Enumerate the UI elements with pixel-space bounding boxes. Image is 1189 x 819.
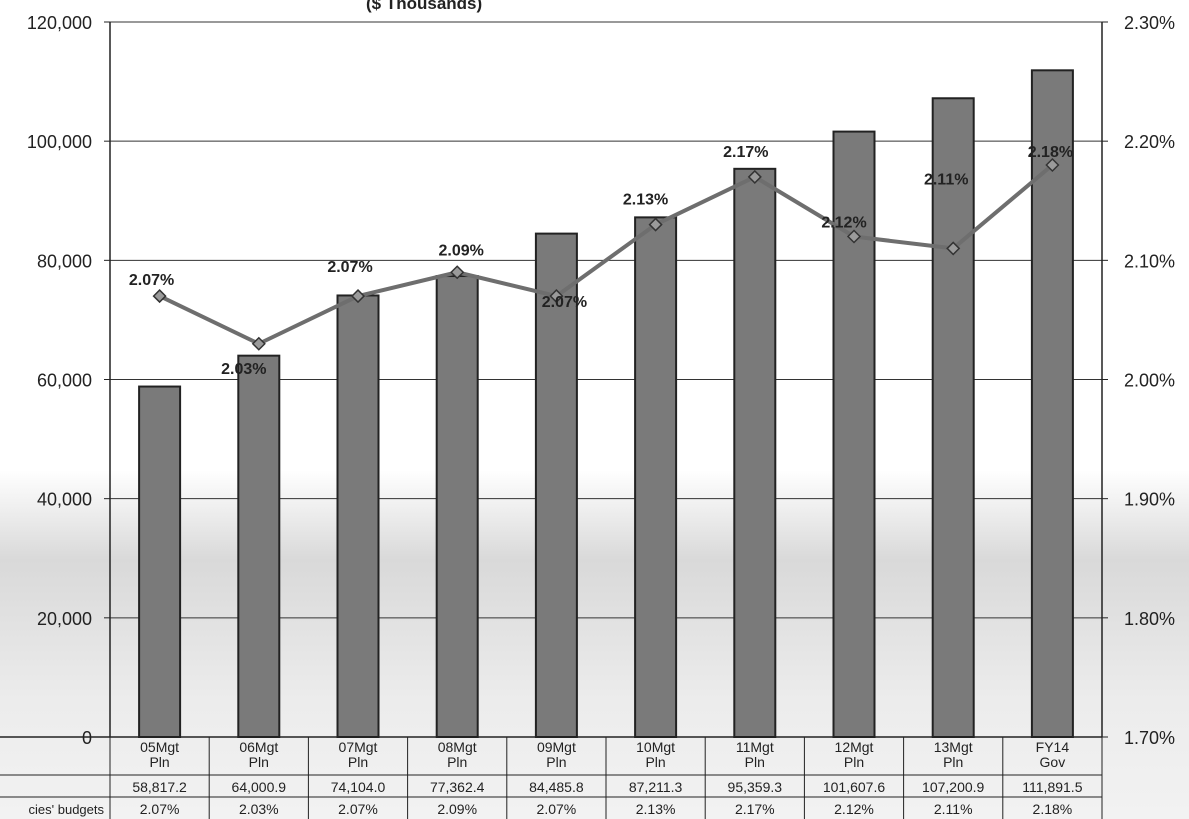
line-point: [946, 241, 961, 256]
x-tick-label: Pln: [447, 754, 467, 770]
table-cell-percent: 2.07%: [140, 801, 180, 817]
line-data-label: 2.03%: [221, 361, 266, 378]
line-point: [846, 229, 862, 244]
line-point: [747, 169, 762, 184]
y-left-tick-label: 120,000: [27, 13, 92, 33]
x-tick-label: Pln: [149, 754, 169, 770]
y-left-tick-label: 40,000: [37, 490, 92, 510]
x-tick-label: Pln: [249, 754, 269, 770]
bar: [138, 385, 182, 738]
table-cell-percent: 2.18%: [1033, 801, 1073, 817]
x-tick-label: Pln: [546, 754, 566, 770]
bar: [634, 216, 678, 738]
table-cell-value: 58,817.2: [132, 779, 187, 795]
series-line: [158, 163, 1054, 346]
line-data-label: 2.12%: [821, 215, 866, 232]
chart-subtitle: ($ Thousands): [366, 0, 483, 13]
y-right-tick-label: 1.70%: [1124, 728, 1175, 748]
table-cell-percent: 2.17%: [735, 801, 775, 817]
line-point: [1045, 157, 1060, 173]
table-cell-value: 87,211.3: [629, 779, 683, 795]
x-tick-label: 09Mgt: [537, 739, 576, 755]
line-data-label: 2.11%: [924, 171, 968, 188]
table-row-header: cies' budgets: [29, 802, 105, 817]
line-data-label: 2.07%: [542, 294, 587, 311]
y-right-tick-label: 2.00%: [1124, 371, 1175, 391]
y-right-tick-label: 2.10%: [1124, 251, 1175, 271]
table-cell-value: 64,000.9: [232, 779, 287, 795]
y-right-tick-label: 1.90%: [1124, 490, 1175, 510]
table-cell-percent: 2.03%: [239, 801, 279, 817]
x-tick-label: 08Mgt: [438, 739, 477, 755]
y-left-tick-label: 60,000: [37, 371, 92, 391]
table-cell-value: 111,891.5: [1022, 779, 1082, 795]
table-cell-percent: 2.07%: [338, 801, 378, 817]
y-left-tick-label: 80,000: [37, 251, 92, 271]
x-tick-label: Gov: [1040, 754, 1066, 770]
table-cell-percent: 2.07%: [537, 801, 577, 817]
x-tick-label: 10Mgt: [636, 739, 675, 755]
line-point: [648, 217, 663, 232]
table-cell-value: 107,200.9: [922, 779, 984, 795]
line-data-label: 2.17%: [723, 144, 768, 161]
table-cell-percent: 2.12%: [834, 801, 874, 817]
y-right-tick-label: 1.80%: [1124, 609, 1175, 629]
table-cell-value: 77,362.4: [430, 779, 485, 795]
y-left-tick-label: 100,000: [27, 132, 92, 152]
x-tick-label: Pln: [645, 754, 665, 770]
x-tick-label: Pln: [745, 754, 765, 770]
x-tick-label: 12Mgt: [835, 739, 874, 755]
table-cell-value: 101,607.6: [823, 779, 885, 795]
x-tick-label: 06Mgt: [239, 739, 278, 755]
line-data-label: 2.09%: [439, 242, 484, 259]
y-right-tick-label: 2.20%: [1124, 132, 1175, 152]
table-cell-percent: 2.11%: [934, 801, 973, 817]
bar: [237, 354, 281, 738]
bar: [336, 294, 380, 738]
bar: [931, 97, 975, 739]
y-right-tick-label: 2.30%: [1124, 13, 1175, 33]
table-cell-percent: 2.13%: [636, 801, 676, 817]
x-tick-label: Pln: [943, 754, 963, 770]
line-point: [350, 289, 366, 304]
table-cell-value: 74,104.0: [331, 779, 386, 795]
line-point: [251, 336, 266, 351]
line-data-label: 2.13%: [623, 192, 668, 209]
x-tick-label: 05Mgt: [140, 739, 179, 755]
x-tick-label: 13Mgt: [934, 739, 973, 755]
line-data-label: 2.07%: [327, 259, 372, 276]
line-point: [450, 265, 465, 280]
line-point: [549, 289, 564, 304]
y-left-tick-label: 0: [82, 728, 92, 748]
x-tick-label: 11Mgt: [736, 739, 774, 755]
bar: [534, 232, 578, 738]
x-tick-label: FY14: [1036, 739, 1070, 755]
x-tick-label: Pln: [844, 754, 864, 770]
table-cell-value: 84,485.8: [529, 779, 584, 795]
x-tick-label: 07Mgt: [339, 739, 378, 755]
bar: [435, 275, 479, 738]
table-cell-percent: 2.09%: [437, 801, 477, 817]
y-left-tick-label: 20,000: [37, 609, 92, 629]
x-tick-label: Pln: [348, 754, 368, 770]
line-data-label: 2.18%: [1028, 144, 1073, 161]
line-data-label: 2.07%: [129, 272, 174, 289]
line-point: [152, 289, 167, 304]
table-cell-value: 95,359.3: [728, 779, 783, 795]
bar: [733, 167, 777, 738]
